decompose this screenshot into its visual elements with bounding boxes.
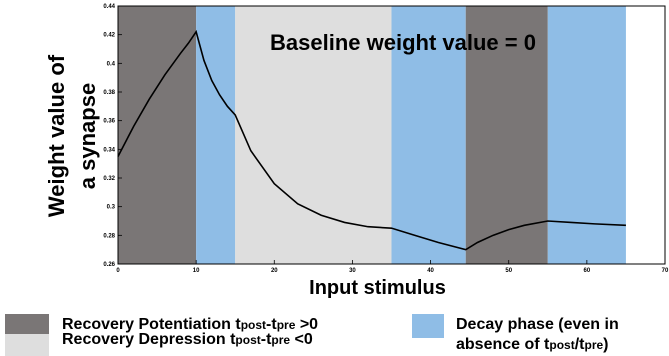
- y-axis-label-line-2: a synapse: [75, 83, 100, 189]
- x-axis-ticks: 0 10 20 30 40 50 60 70: [116, 260, 669, 274]
- x-tick-label: 40: [427, 268, 434, 274]
- region-depression-2: [235, 6, 392, 264]
- legend-label-decay-line-1: Decay phase (even in: [456, 316, 619, 333]
- y-tick-label: 0.34: [103, 147, 115, 153]
- legend-label-decay-line-2: absence of tpost/tpre): [456, 336, 609, 353]
- region-decay-1: [196, 6, 236, 264]
- y-tick-label: 0.36: [103, 119, 115, 125]
- y-tick-label: 0.42: [103, 33, 115, 39]
- plot-frame: [117, 5, 666, 265]
- x-tick-label: 30: [349, 268, 356, 274]
- y-tick-label: 0.28: [103, 233, 115, 239]
- y-axis-label-line-1: Weight value of: [44, 54, 69, 217]
- x-tick-label: 0: [116, 268, 120, 274]
- x-tick-label: 50: [505, 268, 512, 274]
- phase-regions: [118, 6, 626, 264]
- x-tick-label: 20: [271, 268, 278, 274]
- legend-label-potentiation: Recovery Potentiation tpost-tpre >0: [62, 316, 319, 333]
- x-tick-label: 60: [584, 268, 591, 274]
- region-decay-3: [391, 6, 466, 264]
- weight-chart: 0 10 20 30 40 50 60 70 0.260.280.30.320.340.360…: [44, 4, 669, 274]
- y-axis-ticks: 0.26 0.28 0.3 0.32 0.34 0.36 0.38 0.4 0.42 0.44: [103, 4, 122, 268]
- y-tick-label: 0.44: [103, 4, 115, 10]
- y-tick-label: 0.38: [103, 90, 115, 96]
- y-tick-label: 0.26: [103, 262, 115, 268]
- y-tick-label: 0.3: [107, 205, 116, 211]
- baseline-annotation: Baseline weight value = 0: [270, 30, 536, 55]
- y-tick-label: 0.4: [107, 61, 116, 67]
- x-tick-label: 70: [662, 268, 669, 274]
- legend-swatch-decay: [412, 314, 444, 338]
- region-potentiation-4: [465, 6, 548, 264]
- weight-series-line: [117, 29, 626, 251]
- legend-swatch-depression: [5, 334, 49, 356]
- x-tick-label: 10: [193, 268, 200, 274]
- y-tick-label: 0.32: [103, 176, 115, 182]
- legend-label-depression: Recovery Depression tpost-tpre <0: [62, 331, 313, 348]
- x-axis-label-html: Input stimulus: [309, 277, 446, 299]
